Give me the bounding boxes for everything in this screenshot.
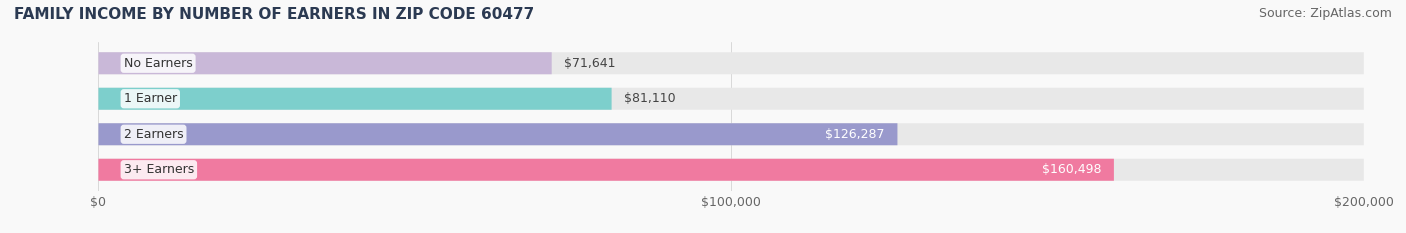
FancyBboxPatch shape xyxy=(98,52,551,74)
Text: No Earners: No Earners xyxy=(124,57,193,70)
FancyBboxPatch shape xyxy=(98,159,1364,181)
Text: 3+ Earners: 3+ Earners xyxy=(124,163,194,176)
Text: 1 Earner: 1 Earner xyxy=(124,92,177,105)
Text: FAMILY INCOME BY NUMBER OF EARNERS IN ZIP CODE 60477: FAMILY INCOME BY NUMBER OF EARNERS IN ZI… xyxy=(14,7,534,22)
Text: Source: ZipAtlas.com: Source: ZipAtlas.com xyxy=(1258,7,1392,20)
Text: 2 Earners: 2 Earners xyxy=(124,128,183,141)
Text: $126,287: $126,287 xyxy=(825,128,884,141)
Text: $71,641: $71,641 xyxy=(564,57,616,70)
Text: $81,110: $81,110 xyxy=(624,92,676,105)
Text: $160,498: $160,498 xyxy=(1042,163,1101,176)
FancyBboxPatch shape xyxy=(98,52,1364,74)
FancyBboxPatch shape xyxy=(98,159,1114,181)
FancyBboxPatch shape xyxy=(98,88,612,110)
FancyBboxPatch shape xyxy=(98,88,1364,110)
FancyBboxPatch shape xyxy=(98,123,897,145)
FancyBboxPatch shape xyxy=(98,123,1364,145)
